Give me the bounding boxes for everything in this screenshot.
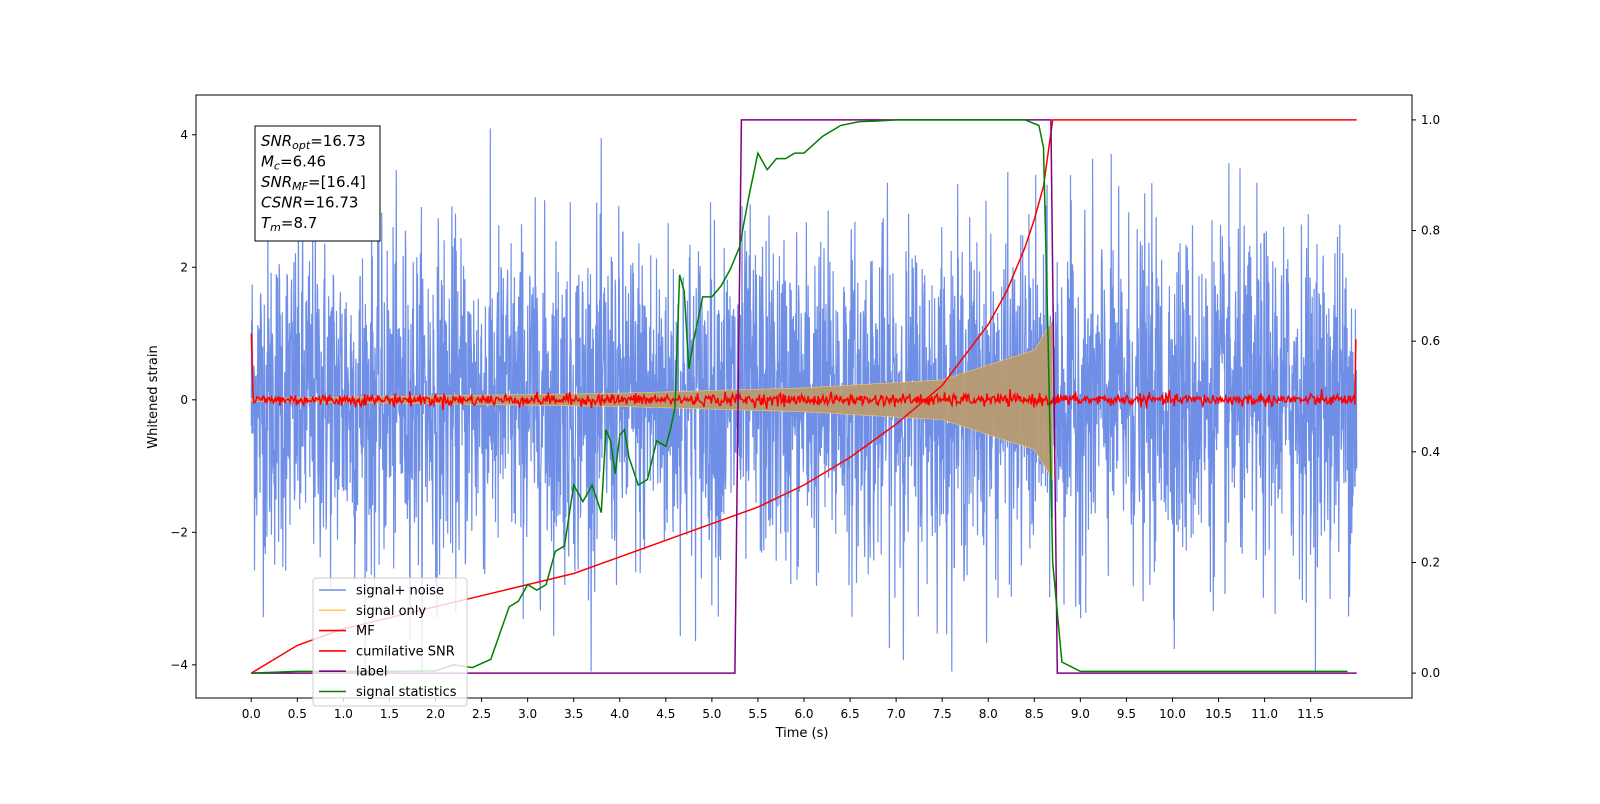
info-symbol: T	[261, 214, 272, 232]
info-box: SNRopt=16.73Mc=6.46SNRMF=[16.4]CSNR=16.7…	[254, 125, 381, 242]
x-tick-label: 8.5	[1025, 707, 1044, 721]
legend-frame	[312, 577, 468, 707]
x-tick-label: 0.5	[288, 707, 307, 721]
y2-tick-label: 0.2	[1421, 555, 1440, 569]
y-tick-label: 4	[180, 128, 188, 142]
x-tick-label: 4.5	[656, 707, 675, 721]
axis-ticks: 0.0 0.5 1.0 1.5 2.0 2.5 3.0 3.5 4.0 4.5 5.0 5.5 6.0 6…	[170, 113, 1440, 721]
x-tick-label: 10.0	[1159, 707, 1186, 721]
legend-label: MF	[356, 624, 375, 639]
y-axis-label: Whitened strain	[146, 345, 161, 448]
info-symbol: CSNR	[261, 194, 303, 212]
info-subscript: c	[274, 160, 280, 173]
legend-label: signal statistics	[356, 685, 457, 700]
x-tick-label: 11.0	[1251, 707, 1278, 721]
x-tick-label: 2.0	[426, 707, 445, 721]
info-line: Tm=8.7	[261, 214, 317, 234]
info-value: =16.73	[310, 132, 366, 150]
info-value: =[16.4]	[308, 173, 366, 191]
x-tick-label: 0.0	[242, 707, 261, 721]
x-tick-label: 5.5	[748, 707, 767, 721]
legend-label: signal only	[356, 604, 426, 619]
y2-tick-label: 0.0	[1421, 666, 1440, 680]
x-tick-label: 7.0	[887, 707, 906, 721]
x-tick-label: 10.5	[1205, 707, 1232, 721]
x-tick-label: 8.0	[979, 707, 998, 721]
y2-tick-label: 1.0	[1421, 113, 1440, 127]
x-tick-label: 2.5	[472, 707, 491, 721]
x-tick-label: 6.5	[841, 707, 860, 721]
y2-tick-label: 0.4	[1421, 445, 1440, 459]
x-tick-label: 4.0	[610, 707, 629, 721]
plot-area	[250, 119, 1358, 674]
x-tick-label: 9.5	[1117, 707, 1136, 721]
y-tick-label: 2	[180, 260, 188, 274]
x-tick-label: 6.0	[794, 707, 813, 721]
x-tick-label: 5.0	[702, 707, 721, 721]
x-tick-label: 7.5	[933, 707, 952, 721]
series-signal-statistics-line	[251, 119, 1348, 674]
info-symbol: M	[261, 153, 274, 171]
info-value: =16.73	[303, 194, 359, 212]
info-box-frame	[254, 125, 381, 242]
legend-label: signal+ noise	[356, 584, 444, 599]
legend: signal+ noise signal only MF cumilative SNR…	[312, 577, 468, 707]
x-axis-label: Time (s)	[775, 726, 829, 741]
legend-label: cumilative SNR	[356, 644, 455, 659]
x-tick-label: 3.0	[518, 707, 537, 721]
x-tick-label: 9.0	[1071, 707, 1090, 721]
info-line: SNRMF=[16.4]	[261, 173, 366, 193]
series-mf-line	[250, 333, 1357, 410]
x-tick-label: 11.5	[1297, 707, 1324, 721]
y-tick-label: −2	[170, 525, 188, 539]
y2-tick-label: 0.6	[1421, 334, 1440, 348]
info-line: CSNR=16.73	[261, 194, 358, 212]
legend-label: label	[356, 665, 387, 680]
info-line: Mc=6.46	[261, 153, 326, 173]
series-signal-noise-line	[250, 128, 1358, 672]
x-tick-label: 1.5	[380, 707, 399, 721]
x-tick-label: 3.5	[564, 707, 583, 721]
info-symbol: SNR	[261, 132, 292, 150]
info-symbol: SNR	[261, 173, 292, 191]
y-tick-label: −4	[170, 658, 188, 672]
info-subscript: MF	[292, 180, 308, 193]
y2-tick-label: 0.8	[1421, 224, 1440, 238]
info-value: =8.7	[281, 214, 317, 232]
x-tick-label: 1.0	[334, 707, 353, 721]
info-value: =6.46	[280, 153, 326, 171]
series-group	[250, 119, 1358, 674]
y-tick-label: 0	[180, 393, 188, 407]
info-subscript: opt	[292, 139, 311, 152]
info-line: SNRopt=16.73	[261, 132, 366, 152]
info-subscript: m	[270, 221, 281, 234]
